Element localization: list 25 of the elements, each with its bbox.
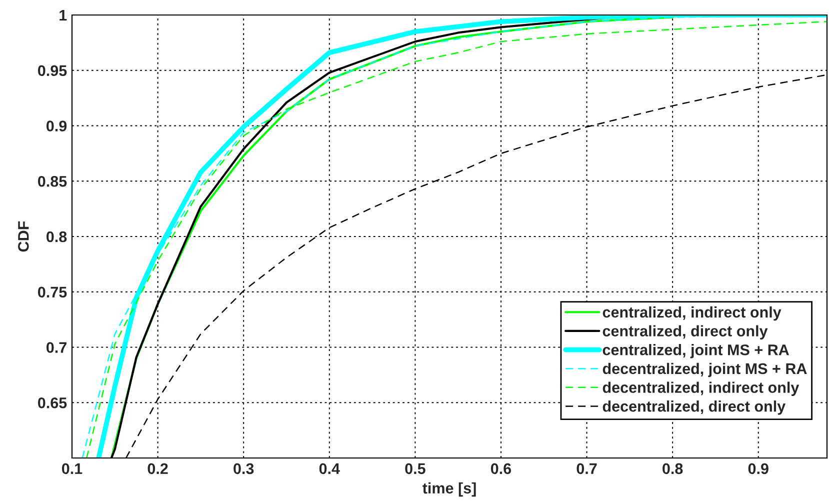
y-tick-label: 0.95 (38, 65, 67, 76)
y-tick-label: 0.85 (38, 176, 67, 187)
y-tick-label: 0.65 (38, 397, 67, 408)
legend-label: centralized, direct only (602, 325, 768, 340)
x-tick-label: 0.7 (576, 463, 597, 474)
x-tick-label: 0.6 (490, 463, 512, 474)
legend-label: decentralized, direct only (602, 400, 786, 415)
x-tick-label: 0.8 (662, 463, 683, 474)
legend-label: decentralized, joint MS + RA (602, 362, 807, 378)
y-tick-label: 1 (60, 10, 67, 21)
x-tick-label: 0.9 (748, 463, 768, 474)
y-tick-label: 0.7 (46, 342, 66, 353)
x-tick-label: 0.2 (148, 463, 168, 474)
y-tick-label: 0.9 (46, 120, 67, 132)
x-tick-label: 0.1 (62, 463, 82, 474)
x-tick-label: 0.3 (234, 463, 254, 474)
y-tick-label: 0.8 (46, 231, 67, 242)
legend-label: decentralized, indirect only (602, 382, 800, 396)
x-axis-title: time [s] (422, 482, 476, 497)
legend-label: centralized, joint MS + RA (602, 344, 790, 358)
y-tick-label: 0.75 (38, 286, 67, 298)
legend-label: centralized, indirect only (602, 306, 782, 321)
x-tick-label: 0.5 (405, 463, 426, 474)
y-axis-title: CDF (18, 221, 29, 252)
x-tick-label: 0.4 (319, 463, 340, 474)
